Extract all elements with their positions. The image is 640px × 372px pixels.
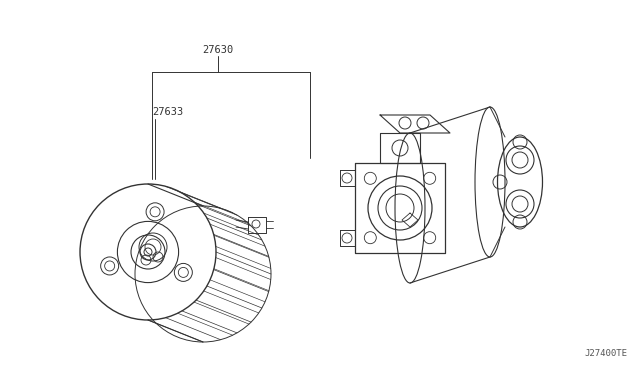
Text: 27630: 27630 [202, 45, 234, 55]
Text: 27633: 27633 [152, 107, 183, 117]
Text: J27400TE: J27400TE [584, 349, 627, 358]
